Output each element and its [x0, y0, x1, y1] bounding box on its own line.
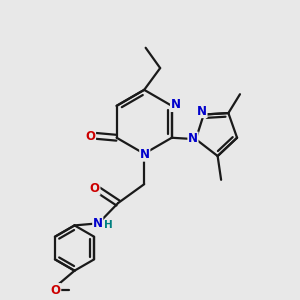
- Text: O: O: [85, 130, 95, 143]
- Text: O: O: [51, 284, 61, 297]
- Text: N: N: [140, 148, 150, 161]
- Text: N: N: [188, 132, 198, 145]
- Text: N: N: [170, 98, 181, 111]
- Text: O: O: [90, 182, 100, 195]
- Text: H: H: [104, 220, 113, 230]
- Text: N: N: [197, 104, 207, 118]
- Text: N: N: [93, 217, 103, 230]
